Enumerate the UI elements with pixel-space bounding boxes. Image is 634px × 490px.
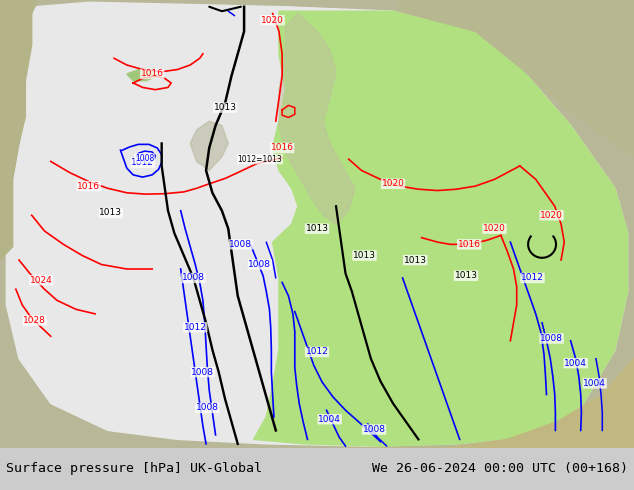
Text: 1012: 1012 xyxy=(184,323,207,332)
Polygon shape xyxy=(127,70,158,81)
Text: 1016: 1016 xyxy=(271,144,294,152)
Text: 1008: 1008 xyxy=(135,154,154,163)
Text: 1004: 1004 xyxy=(318,415,341,424)
Text: 1008: 1008 xyxy=(230,240,252,249)
Polygon shape xyxy=(6,2,628,446)
Polygon shape xyxy=(0,0,38,144)
Text: 1013: 1013 xyxy=(100,208,122,218)
Text: 1016: 1016 xyxy=(77,182,100,191)
Text: 1008: 1008 xyxy=(196,403,219,413)
Text: 1008: 1008 xyxy=(540,334,563,343)
Text: 1024: 1024 xyxy=(30,276,53,285)
Text: 1013: 1013 xyxy=(214,103,236,112)
Text: 1028: 1028 xyxy=(23,316,46,325)
Text: 1020: 1020 xyxy=(382,179,404,188)
Text: 1020: 1020 xyxy=(540,211,563,220)
Polygon shape xyxy=(0,125,19,260)
Text: 1016: 1016 xyxy=(458,240,481,249)
Polygon shape xyxy=(254,11,628,446)
Text: 1020: 1020 xyxy=(261,16,284,24)
Text: 1004: 1004 xyxy=(564,359,587,368)
Text: We 26-06-2024 00:00 UTC (00+168): We 26-06-2024 00:00 UTC (00+168) xyxy=(372,462,628,475)
Text: 1004: 1004 xyxy=(583,379,606,388)
Text: 1012: 1012 xyxy=(521,273,544,282)
Text: 1008: 1008 xyxy=(363,425,385,434)
Text: 1008: 1008 xyxy=(191,368,214,377)
Polygon shape xyxy=(279,13,355,224)
Text: Surface pressure [hPa] UK-Global: Surface pressure [hPa] UK-Global xyxy=(6,462,262,475)
Polygon shape xyxy=(399,0,634,157)
Text: 1008: 1008 xyxy=(182,273,205,282)
Text: 1016: 1016 xyxy=(141,70,164,78)
Polygon shape xyxy=(190,121,228,171)
Text: 1013: 1013 xyxy=(306,224,328,233)
Text: 1020: 1020 xyxy=(483,224,506,233)
Text: 1012: 1012 xyxy=(306,347,328,356)
Text: 1012=1013: 1012=1013 xyxy=(238,155,282,164)
Text: 1013: 1013 xyxy=(353,251,376,260)
Text: 1012: 1012 xyxy=(131,158,154,167)
Polygon shape xyxy=(349,359,634,448)
Text: 1008: 1008 xyxy=(249,260,271,269)
Text: 1013: 1013 xyxy=(404,256,427,265)
Text: 1013: 1013 xyxy=(455,271,477,280)
